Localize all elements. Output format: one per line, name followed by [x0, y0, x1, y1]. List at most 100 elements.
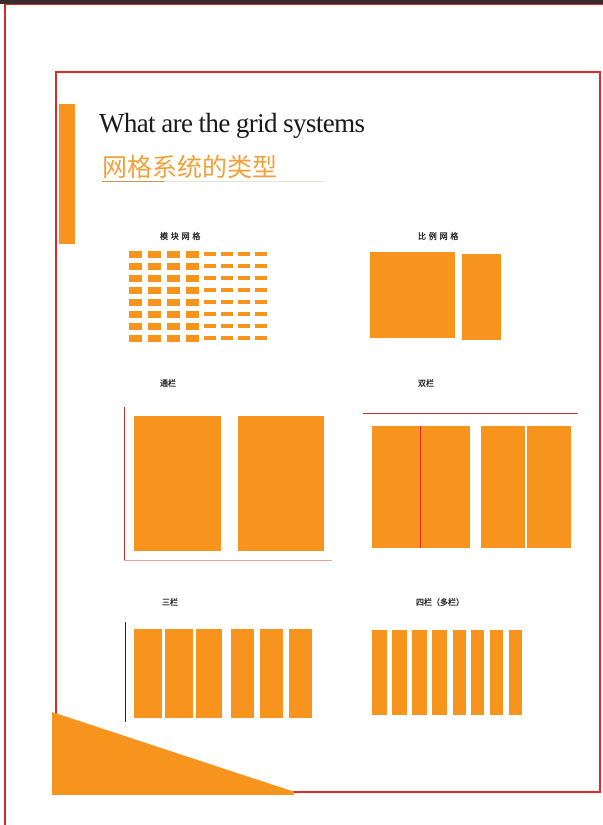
modular-grid-cell [129, 251, 142, 258]
proportional-block-large [370, 252, 455, 338]
label-two-column: 双栏 [418, 379, 434, 388]
modular-grid-cell [255, 264, 267, 268]
modular-grid-cell [204, 324, 216, 328]
modular-grid-cell [148, 275, 161, 282]
four-column-col-4 [432, 630, 447, 715]
modular-grid-cell [221, 312, 233, 316]
modular-grid-cell [204, 264, 216, 268]
modular-grid-cell [221, 252, 233, 256]
modular-grid-cell [148, 251, 161, 258]
proportional-block-small [462, 254, 501, 340]
two-column-right-col-2 [527, 426, 571, 548]
title-underline-accent [102, 181, 164, 182]
four-column-col-2 [392, 630, 407, 715]
modular-grid-cell [255, 336, 267, 340]
modular-grid-cell [148, 287, 161, 294]
modular-grid-cell [221, 276, 233, 280]
four-column-col-3 [412, 630, 427, 715]
modular-grid-cell [186, 311, 199, 318]
four-column-col-7 [490, 630, 503, 715]
modular-grid-cell [167, 263, 180, 270]
four-column-col-6 [471, 630, 484, 715]
three-column-col-3 [196, 629, 222, 718]
modular-grid-cell [167, 287, 180, 294]
label-modular-grid: 模 块 网 格 [160, 232, 201, 241]
three-column-col-1 [134, 629, 162, 718]
two-column-right-col-1 [481, 426, 525, 548]
modular-grid-cell [186, 251, 199, 258]
modular-grid-cell [221, 336, 233, 340]
three-column-guide-vertical [125, 622, 126, 722]
modular-grid-cell [255, 300, 267, 304]
modular-grid-cell [204, 312, 216, 316]
modular-grid-cell [186, 323, 199, 330]
modular-grid-cell [186, 299, 199, 306]
modular-grid-cell [186, 287, 199, 294]
four-column-col-1 [372, 630, 387, 715]
outer-frame-top [4, 4, 603, 5]
modular-grid-cell [255, 276, 267, 280]
four-column-col-5 [453, 630, 466, 715]
modular-grid-cell [204, 252, 216, 256]
modular-grid-cell [255, 324, 267, 328]
single-column-page-right [238, 416, 324, 551]
single-column-guide-vertical [124, 407, 125, 561]
modular-grid-cell [221, 288, 233, 292]
modular-grid-cell [167, 251, 180, 258]
label-three-column: 三栏 [162, 598, 178, 607]
window-top-edge [0, 0, 603, 4]
modular-grid-cell [167, 311, 180, 318]
modular-grid-cell [167, 335, 180, 342]
modular-grid-cell [238, 264, 250, 268]
modular-grid-cell [167, 323, 180, 330]
modular-grid-cell [255, 252, 267, 256]
modular-grid-cell [238, 312, 250, 316]
modular-grid-cell [238, 324, 250, 328]
modular-grid-cell [167, 299, 180, 306]
modular-grid-cell [204, 300, 216, 304]
two-column-guide-horizontal [363, 413, 578, 414]
page-title-english: What are the grid systems [99, 108, 365, 138]
modular-grid-cell [148, 311, 161, 318]
three-column-col-4 [231, 629, 254, 718]
modular-grid-cell [204, 336, 216, 340]
modular-grid-cell [129, 275, 142, 282]
modular-grid-cell [148, 263, 161, 270]
page-title-chinese: 网格系统的类型 [102, 153, 278, 182]
modular-grid-cell [129, 311, 142, 318]
outer-frame-left [4, 4, 6, 825]
modular-grid-cell [255, 288, 267, 292]
modular-grid-cell [129, 335, 142, 342]
modular-grid-cell [221, 300, 233, 304]
three-column-col-2 [165, 629, 193, 718]
modular-grid-cell [129, 287, 142, 294]
modular-grid-cell [186, 275, 199, 282]
modular-grid-cell [129, 263, 142, 270]
modular-grid-cell [148, 299, 161, 306]
modular-grid-cell [167, 275, 180, 282]
modular-grid-cell [148, 323, 161, 330]
label-four-column: 四栏（多栏） [416, 598, 464, 607]
modular-grid-cell [204, 276, 216, 280]
single-column-page-left [134, 416, 221, 551]
modular-grid-cell [238, 252, 250, 256]
modular-grid-cell [204, 288, 216, 292]
modular-grid-cell [221, 264, 233, 268]
side-accent-bar [59, 104, 75, 244]
two-column-page-left [372, 426, 470, 548]
modular-grid-cell [238, 336, 250, 340]
three-column-col-5 [260, 629, 283, 718]
four-column-col-8 [509, 630, 522, 715]
single-column-guide-horizontal [124, 560, 332, 561]
modular-grid-cell [148, 335, 161, 342]
two-column-divider-left [420, 426, 421, 548]
label-single-column: 通栏 [160, 379, 176, 388]
modular-grid-cell [221, 324, 233, 328]
modular-grid-cell [238, 288, 250, 292]
page-frame [55, 71, 601, 793]
three-column-col-6 [289, 629, 312, 718]
modular-grid-cell [129, 323, 142, 330]
modular-grid-cell [186, 263, 199, 270]
modular-grid-cell [255, 312, 267, 316]
label-proportional-grid: 比 例 网 格 [418, 232, 459, 241]
